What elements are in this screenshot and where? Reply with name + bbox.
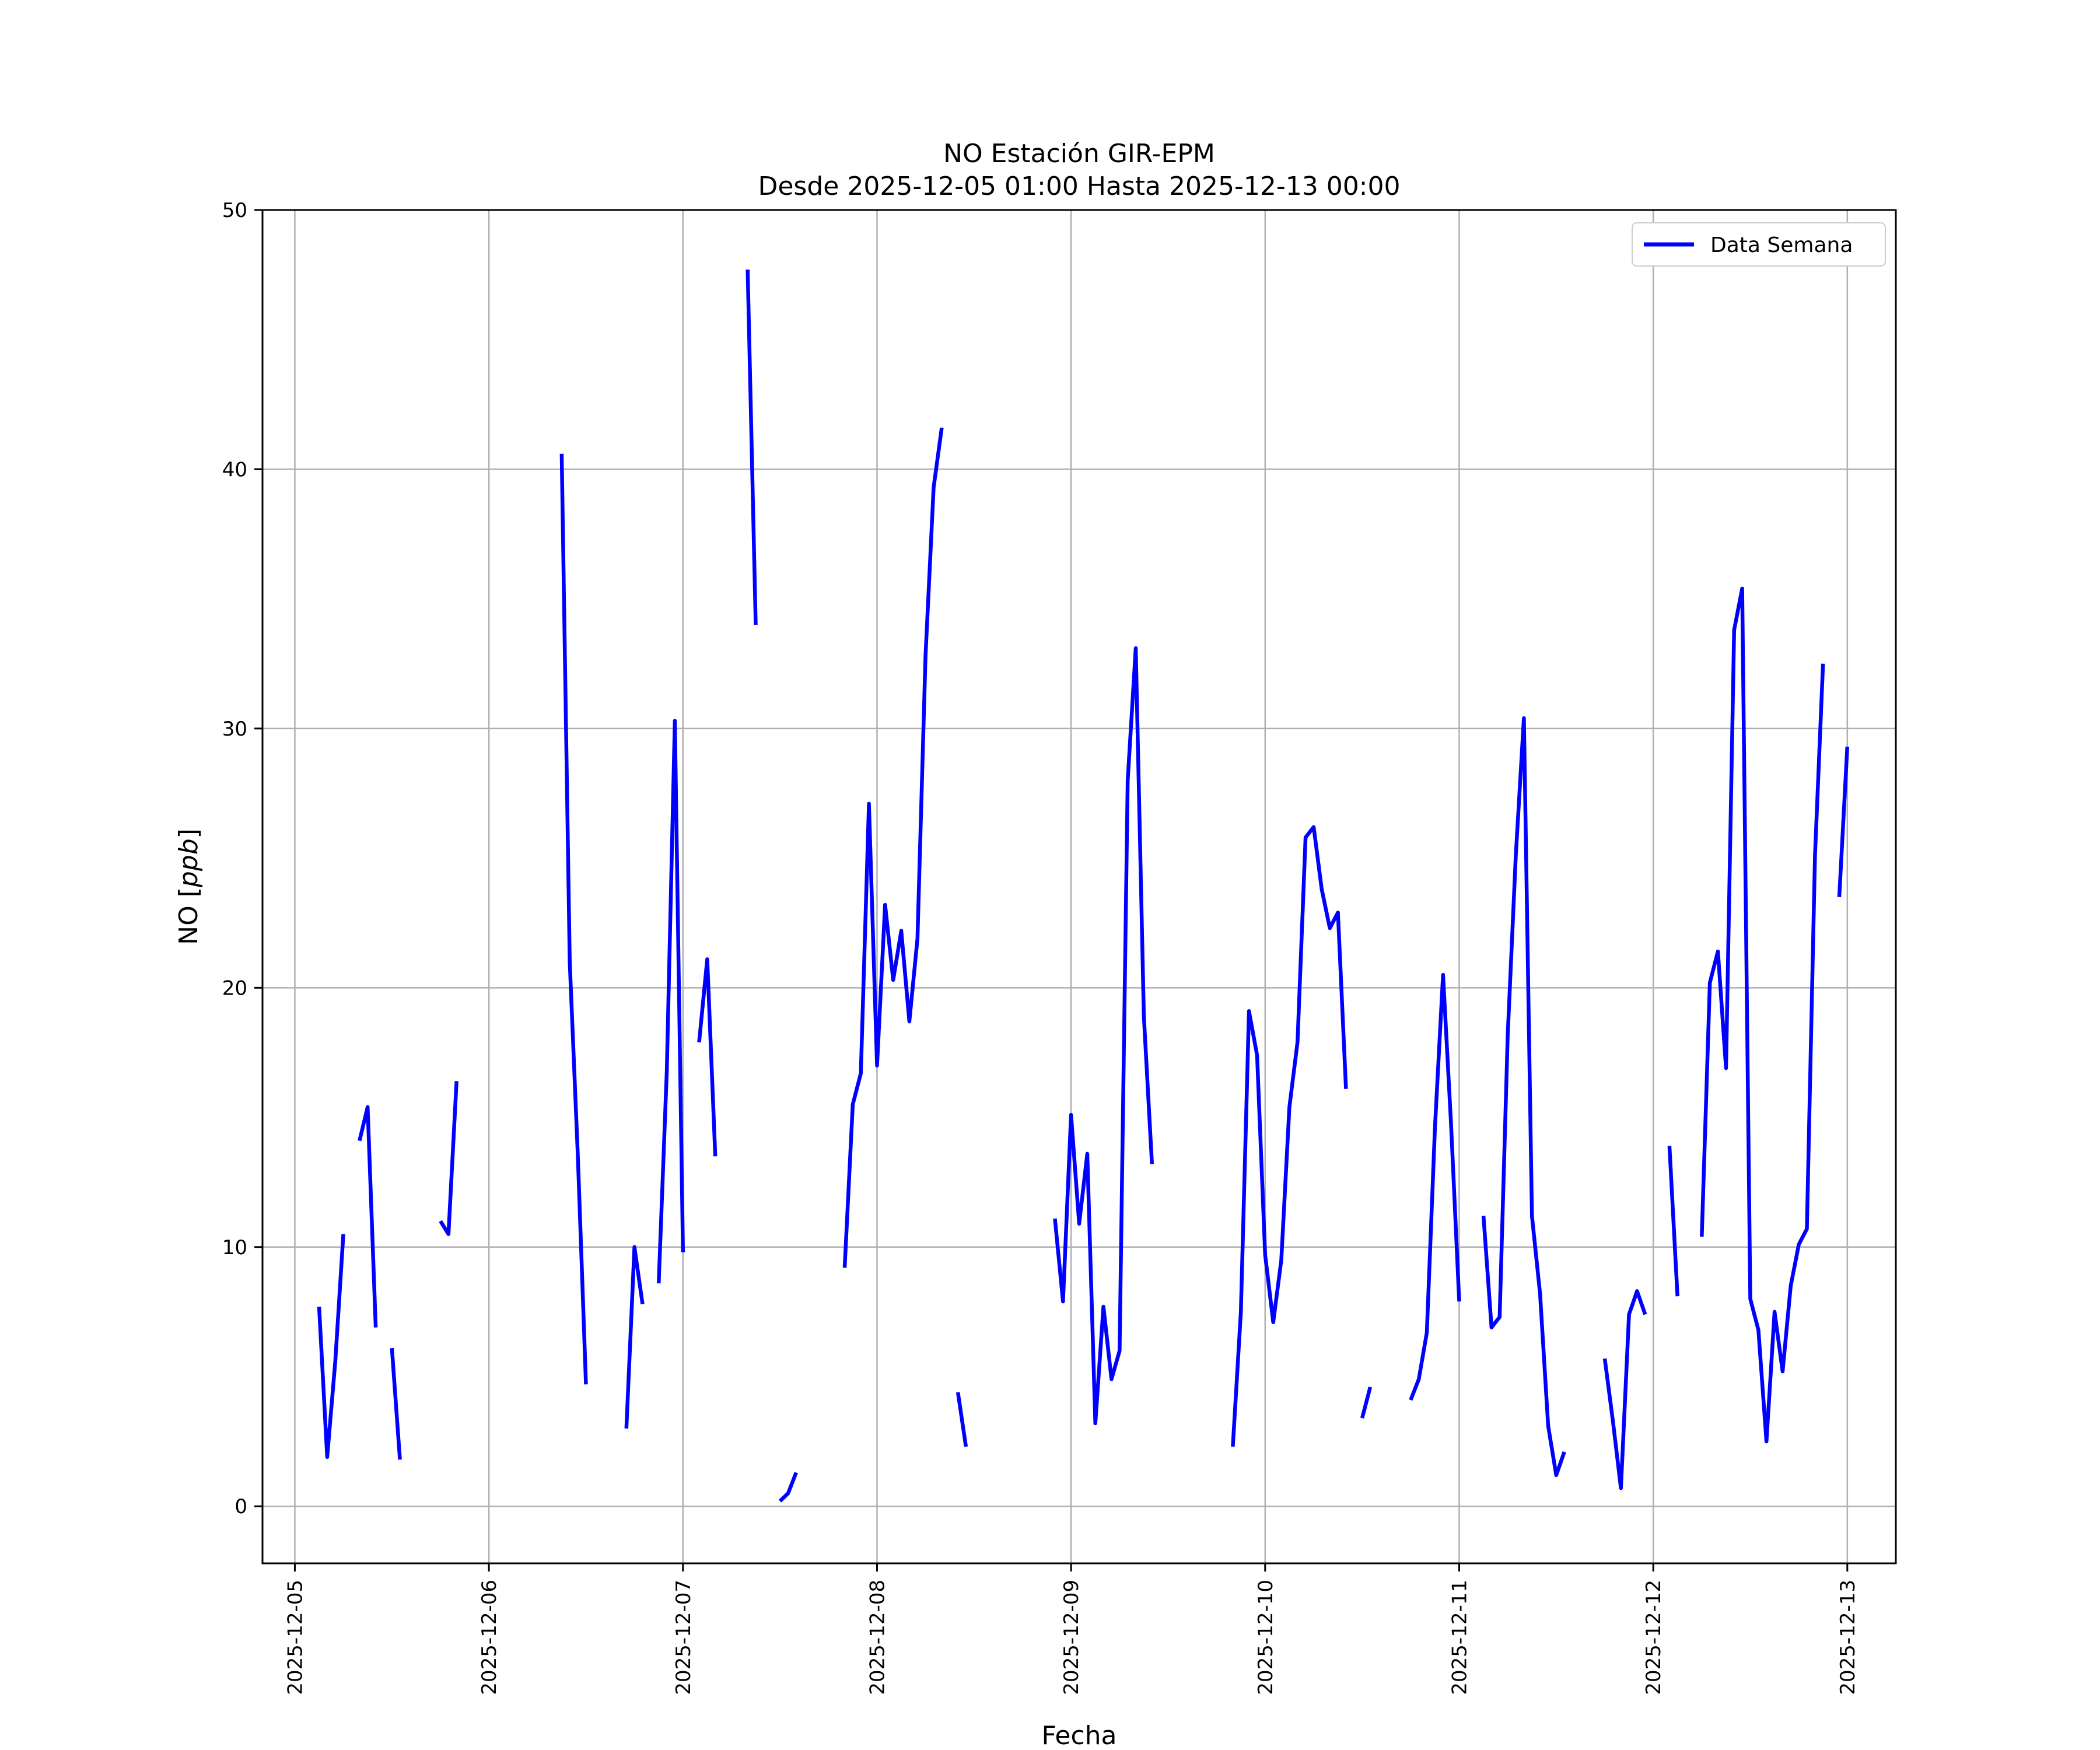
x-tick-label: 2025-12-06: [478, 1580, 501, 1695]
x-axis-label: Fecha: [1041, 1721, 1116, 1750]
y-axis-label-close: ]: [174, 828, 204, 838]
series-segment: [358, 1105, 378, 1328]
y-axis-label: NO [ppb]: [174, 828, 204, 945]
x-tick-label: 2025-12-11: [1448, 1580, 1471, 1695]
y-axis-label-unit: ppb: [174, 838, 204, 888]
legend-box: [1632, 222, 1886, 267]
series-segment: [390, 1348, 402, 1460]
x-tick-label: 2025-12-12: [1642, 1580, 1665, 1695]
series-segment: [1700, 586, 1825, 1444]
series-segment: [842, 427, 944, 1268]
y-tick-label: 0: [235, 1495, 247, 1518]
chart-subtitle: Desde 2025-12-05 01:00 Hasta 2025-12-13 …: [758, 172, 1400, 201]
series-segment: [1053, 646, 1154, 1426]
series-segment: [746, 270, 758, 625]
series-segment: [956, 1392, 968, 1447]
x-axis-ticks: 2025-12-05 2025-12-06 2025-12-07 2025-12-08…: [284, 1563, 1860, 1695]
x-tick-label: 2025-12-07: [672, 1580, 695, 1695]
series-segment: [624, 1245, 645, 1429]
series-lines: [317, 270, 1850, 1503]
series-segment: [697, 957, 718, 1157]
series-segment: [1409, 972, 1461, 1401]
y-tick-label: 30: [222, 718, 247, 741]
legend-label: Data Semana: [1710, 233, 1853, 257]
series-segment: [317, 1234, 345, 1460]
y-tick-label: 20: [222, 977, 247, 1000]
y-axis-ticks: 0 10 20 30 40 50: [222, 199, 262, 1518]
y-tick-label: 10: [222, 1236, 247, 1259]
plot-frame: [261, 209, 1897, 1564]
series-segment: [1231, 825, 1348, 1447]
x-tick-label: 2025-12-05: [284, 1580, 307, 1695]
x-tick-label: 2025-12-09: [1060, 1580, 1083, 1695]
series-segment: [656, 719, 685, 1284]
series-segment: [1360, 1386, 1373, 1419]
series-segment: [1602, 1289, 1647, 1490]
series-segment: [439, 1081, 459, 1236]
y-tick-label: 40: [222, 458, 247, 481]
x-tick-label: 2025-12-08: [866, 1580, 889, 1695]
y-axis-label-text: NO [: [174, 887, 204, 945]
series-segment: [778, 1472, 798, 1503]
series-segment: [1837, 746, 1850, 897]
series-segment: [1667, 1146, 1679, 1297]
series-segment: [559, 453, 588, 1385]
y-tick-label: 50: [222, 199, 247, 222]
x-tick-label: 2025-12-13: [1836, 1580, 1860, 1695]
series-segment: [1481, 716, 1566, 1478]
chart-title: NO Estación GIR-EPM: [943, 139, 1215, 169]
legend: Data Semana: [1632, 222, 1886, 267]
x-tick-label: 2025-12-10: [1254, 1580, 1278, 1695]
